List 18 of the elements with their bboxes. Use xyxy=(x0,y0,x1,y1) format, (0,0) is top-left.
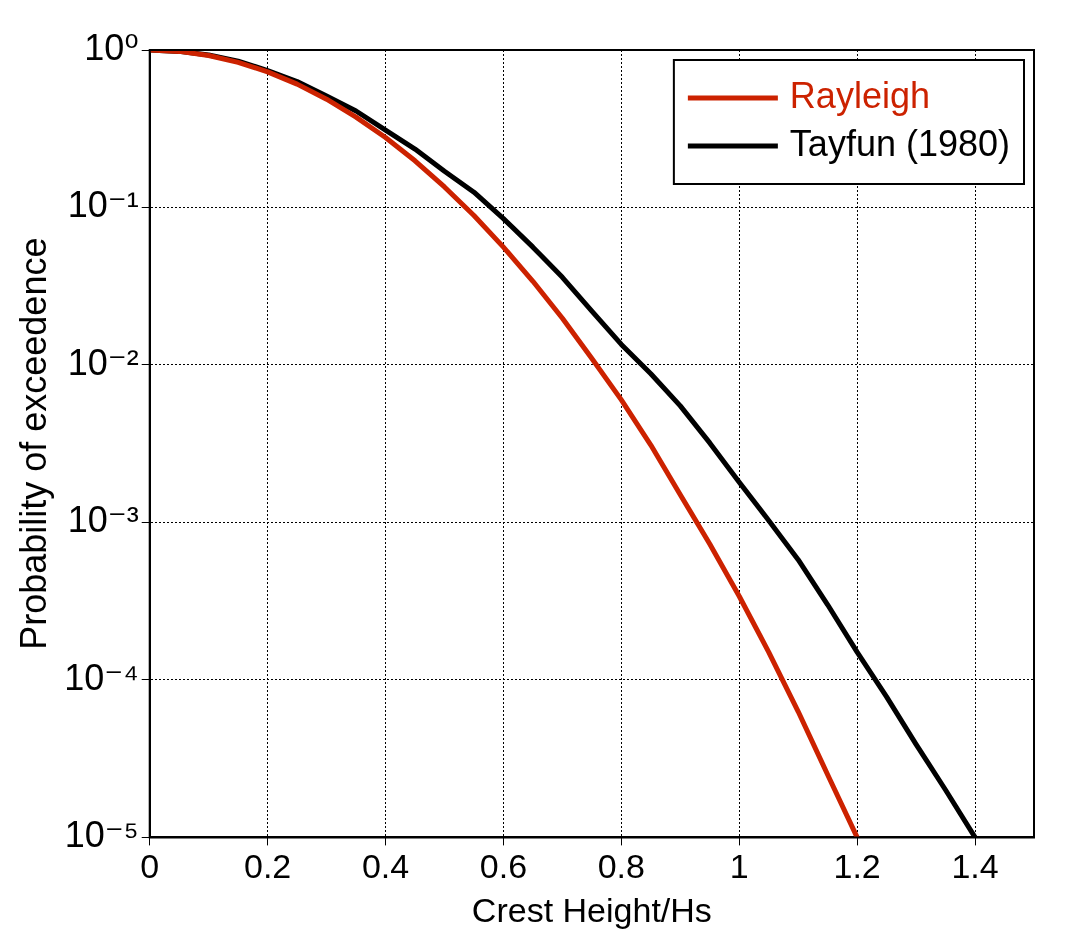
y-tick-label: 10⁻⁴ xyxy=(64,656,139,698)
x-axis-title: Crest Height/Hs xyxy=(471,890,712,929)
legend-label: Rayleigh xyxy=(789,74,930,116)
legend-label: Tayfun (1980) xyxy=(789,122,1011,164)
y-tick-label: 10⁻⁵ xyxy=(64,814,139,856)
x-tick-label: 0.2 xyxy=(243,847,292,886)
y-tick-label: 10⁻² xyxy=(67,341,139,383)
y-tick-label: 10⁻³ xyxy=(67,499,139,541)
x-tick-label: 1.4 xyxy=(951,847,999,886)
x-tick-label: 1.2 xyxy=(833,847,881,886)
x-tick-label: 0.6 xyxy=(479,847,528,886)
y-tick-label: 10⁻¹ xyxy=(67,184,139,226)
x-tick-label: 0.8 xyxy=(597,847,645,886)
x-tick-label: 0 xyxy=(140,847,160,886)
y-tick-label: 10⁰ xyxy=(84,26,139,68)
x-tick-label: 0.4 xyxy=(361,847,410,886)
y-axis-title: Probability of exceedence xyxy=(12,237,54,650)
x-tick-label: 1 xyxy=(729,847,749,886)
